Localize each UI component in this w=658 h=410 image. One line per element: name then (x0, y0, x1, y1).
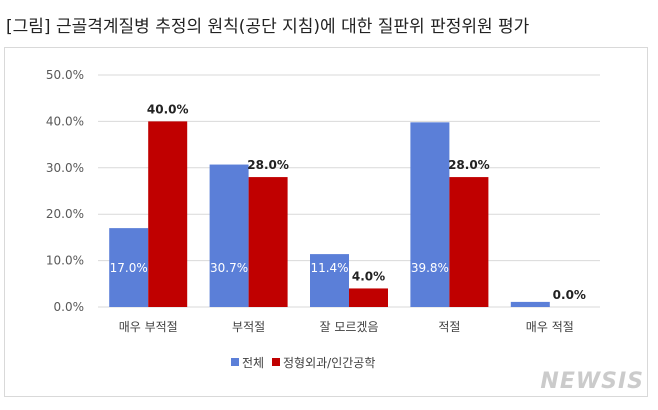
x-tick-label: 매우 적절 (526, 320, 574, 334)
data-label: 1.1% (515, 261, 546, 275)
x-tick-label: 매우 부적절 (119, 320, 178, 334)
bar-total (410, 122, 450, 307)
bar-total (109, 228, 149, 307)
y-tick-label: 0.0% (54, 300, 85, 314)
data-label: 40.0% (147, 102, 189, 116)
watermark-logo: NEWSIS (540, 369, 644, 394)
data-label: 11.4% (310, 261, 348, 275)
bar-total (209, 164, 249, 307)
legend-swatch (272, 358, 280, 366)
data-label: 17.0% (110, 261, 148, 275)
y-tick-label: 30.0% (46, 161, 84, 175)
bar-total (310, 254, 349, 307)
figure-title: [그림] 근골격계질병 추정의 원칙(공단 지침)에 대한 질판위 판정위원 평… (6, 17, 530, 37)
bar-ortho (349, 288, 388, 307)
legend-swatch (231, 358, 239, 366)
data-label: 28.0% (448, 158, 490, 172)
bar-total (510, 301, 550, 307)
x-tick-label: 부적절 (232, 320, 265, 334)
y-tick-label: 40.0% (46, 114, 84, 128)
data-label: 30.7% (210, 261, 248, 275)
y-tick-label: 10.0% (46, 254, 84, 268)
bar-ortho (148, 121, 188, 308)
data-label: 4.0% (352, 269, 385, 283)
data-label: 0.0% (553, 288, 586, 302)
legend-label: 전체 (242, 356, 264, 370)
x-tick-label: 적절 (438, 320, 460, 334)
chart-area (4, 47, 648, 397)
bar-ortho (449, 177, 489, 307)
y-tick-label: 50.0% (46, 68, 84, 82)
data-label: 39.8% (411, 261, 449, 275)
x-tick-label: 잘 모르겠음 (319, 320, 378, 334)
bar-ortho (248, 177, 288, 307)
y-tick-label: 20.0% (46, 207, 84, 221)
data-label: 28.0% (247, 158, 289, 172)
legend-label: 정형외과/인간공학 (283, 356, 375, 370)
